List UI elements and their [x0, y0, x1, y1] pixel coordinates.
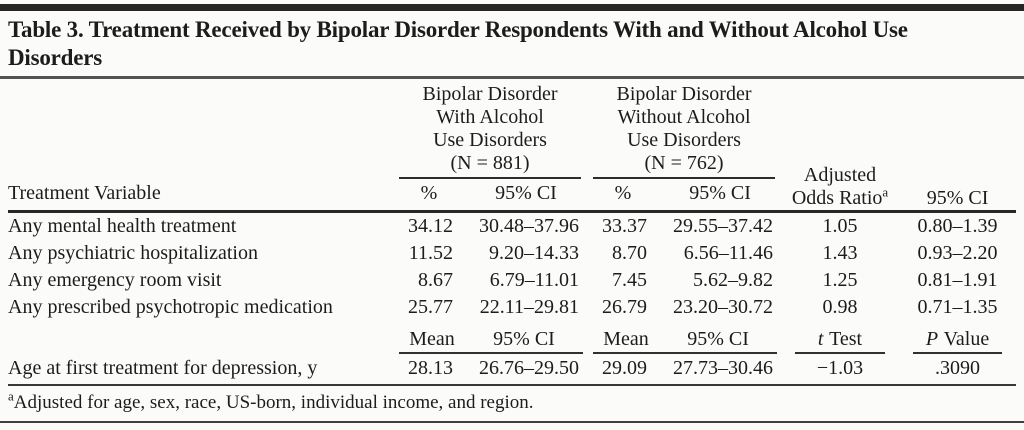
- group-header-without-aud: Bipolar Disorder Without Alcohol Use Dis…: [587, 83, 781, 179]
- table-cell: 0.80–1.39: [917, 215, 998, 237]
- treatment-data-table: Bipolar Disorder With Alcohol Use Disord…: [8, 83, 1017, 386]
- aor-header-line2: Odds Ratio: [791, 187, 883, 209]
- p-value-header: P Value: [899, 321, 1016, 354]
- row-label: Any emergency room visit: [8, 269, 222, 291]
- table-title: Table 3. Treatment Received by Bipolar D…: [8, 16, 1016, 72]
- aor-header-line1: Adjusted: [803, 164, 877, 186]
- table-cell: 30.48–37.96: [479, 215, 580, 237]
- mean-ci-header-without-label: 95% CI: [687, 328, 749, 350]
- group-header-with-aud: Bipolar Disorder With Alcohol Use Disord…: [393, 83, 587, 179]
- table-cell: 1.43: [822, 242, 858, 264]
- table-cell: 29.09: [587, 354, 660, 386]
- mean-header-without: Mean: [603, 328, 649, 350]
- row-label: Age at first treatment for depression, y: [8, 354, 393, 386]
- row-label: Any prescribed psychotropic medication: [8, 296, 333, 318]
- mean-ci-header-with-label: 95% CI: [493, 328, 555, 350]
- ci-header-with: 95% CI: [465, 179, 588, 213]
- table-cell: 0.81–1.91: [917, 269, 998, 291]
- table-cell: 11.52: [408, 242, 453, 264]
- row-label: Any psychiatric hospitalization: [8, 242, 258, 264]
- table-cell: 0.93–2.20: [917, 242, 998, 264]
- table-cell: 1.25: [822, 269, 858, 291]
- table-cell: 25.77: [408, 296, 453, 318]
- table-cell: 28.13: [393, 354, 465, 386]
- bottom-rule: [0, 421, 1024, 423]
- table-title-line1: Table 3. Treatment Received by Bipolar D…: [8, 17, 908, 42]
- table-cell: 0.98: [822, 296, 858, 318]
- group-header-row: Bipolar Disorder With Alcohol Use Disord…: [8, 83, 1017, 213]
- p-value-italic: P: [925, 328, 939, 350]
- table-cell: 9.20–14.33: [489, 242, 580, 264]
- table-cell: 34.12: [408, 215, 453, 237]
- table-cell: 6.56–11.46: [683, 242, 774, 264]
- table-cell: 7.45: [612, 269, 648, 291]
- table-row-age-first-treatment: Age at first treatment for depression, y…: [8, 354, 1017, 386]
- aor-ci-header: 95% CI: [899, 83, 1017, 213]
- group-with-line2: With Alcohol: [436, 106, 544, 128]
- table-row-emergency-room: Any emergency room visit 8.67 6.79–11.01…: [8, 267, 1016, 294]
- table-cell: 22.11–29.81: [479, 296, 580, 318]
- top-rule: [0, 4, 1024, 11]
- pct-header-without: %: [587, 179, 660, 213]
- group-without-line3: Use Disorders: [627, 129, 741, 151]
- group-with-line1: Bipolar Disorder: [422, 83, 558, 105]
- table-cell: 27.73–30.46: [659, 354, 782, 386]
- t-test-label: Test: [829, 328, 863, 350]
- table-cell: .3090: [899, 354, 1017, 386]
- adjusted-odds-ratio-header: Adjusted Odds Ratioa: [781, 83, 900, 213]
- table-cell: 1.05: [822, 215, 858, 237]
- pct-header-with: %: [393, 179, 465, 213]
- table-cell: 0.71–1.35: [917, 296, 998, 318]
- mean-header-with: Mean: [409, 328, 455, 350]
- table-cell: 6.79–11.01: [489, 269, 580, 291]
- table-footnote: aAdjusted for age, sex, race, US-born, i…: [8, 388, 1016, 415]
- empty-header-cell: [8, 83, 393, 179]
- table-cell: 29.55–37.42: [673, 215, 774, 237]
- t-test-header: t Test: [781, 321, 899, 354]
- p-value-label: Value: [943, 328, 990, 350]
- ci-header-without: 95% CI: [659, 179, 782, 213]
- group-with-line3: Use Disorders: [433, 129, 547, 151]
- column-header-row: Treatment Variable % 95% CI % 95% CI: [8, 179, 1016, 213]
- row-label: Any mental health treatment: [8, 215, 237, 237]
- table-cell: −1.03: [781, 354, 900, 386]
- mean-ci-header-without: Mean 95% CI: [587, 321, 781, 354]
- table-cell: 23.20–30.72: [673, 296, 774, 318]
- table-cell: 8.67: [418, 269, 453, 291]
- table-title-line2: Disorders: [8, 45, 103, 70]
- table-row-psychotropic-medication: Any prescribed psychotropic medication 2…: [8, 294, 1016, 321]
- empty-cell: [8, 321, 393, 354]
- table-cell: 33.37: [602, 215, 648, 237]
- table-cell: 5.62–9.82: [693, 269, 774, 291]
- table-row-mental-health: Any mental health treatment 34.12 30.48–…: [8, 212, 1016, 241]
- t-test-italic: t: [817, 328, 824, 350]
- footnote-text: Adjusted for age, sex, race, US-born, in…: [13, 392, 534, 413]
- table-row-hospitalization: Any psychiatric hospitalization 11.52 9.…: [8, 240, 1016, 267]
- aor-footnote-marker: a: [882, 184, 889, 200]
- treatment-variable-header: Treatment Variable: [8, 179, 393, 213]
- footnote-marker: a: [8, 388, 14, 404]
- mean-header-row: Mean 95% CI Mean 95% CI t Test P Value: [8, 321, 1016, 354]
- table-cell: 8.70: [612, 242, 648, 264]
- group-without-line1: Bipolar Disorder: [616, 83, 752, 105]
- group-without-line2: Without Alcohol: [617, 106, 751, 128]
- group-without-n: (N = 762): [644, 152, 724, 174]
- table-cell: 26.76–29.50: [465, 354, 588, 386]
- title-divider-rule: [0, 76, 1024, 79]
- table-cell: 26.79: [602, 296, 648, 318]
- mean-ci-header-with: Mean 95% CI: [393, 321, 587, 354]
- group-with-n: (N = 881): [450, 152, 530, 174]
